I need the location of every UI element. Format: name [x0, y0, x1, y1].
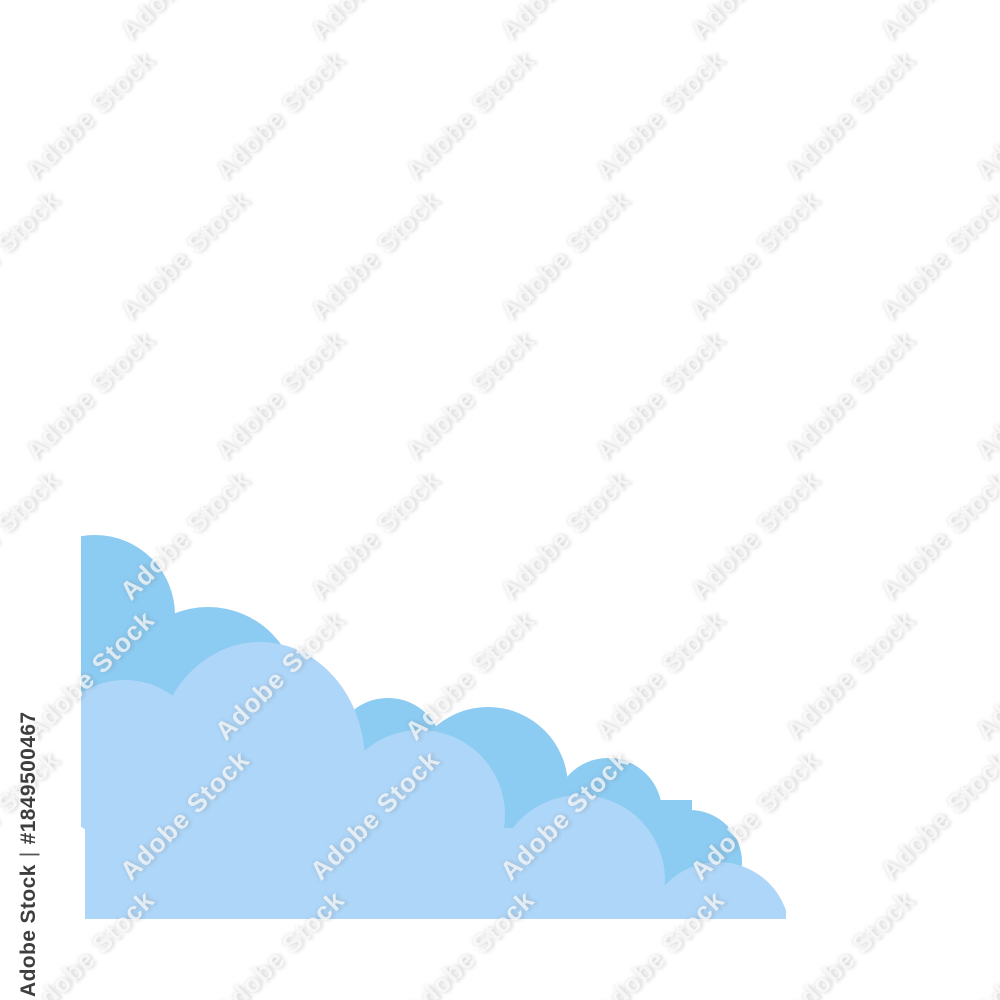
stock-id-number: #1849500467: [17, 711, 40, 845]
cloud-front-layer: [81, 642, 786, 919]
stock-id-brand: Adobe Stock: [17, 864, 40, 997]
cloud-front-bump: [155, 642, 365, 882]
cloud-front-bump: [647, 862, 786, 919]
cloud-front-fill: [85, 828, 585, 919]
stock-id-watermark: Adobe Stock | #1849500467: [17, 707, 47, 997]
stock-id-separator: |: [17, 851, 40, 858]
